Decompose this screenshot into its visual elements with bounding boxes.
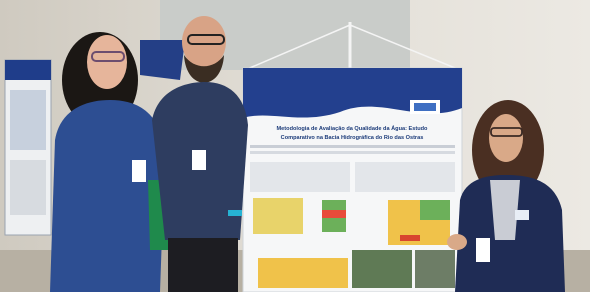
jacket	[50, 100, 165, 292]
color-cell	[420, 200, 450, 220]
table	[253, 198, 303, 234]
logo-mark	[414, 103, 436, 111]
badge	[192, 150, 206, 170]
wristband	[228, 210, 242, 216]
badge	[132, 160, 146, 182]
body: Metodologia de Avaliação da Qualidade da…	[0, 0, 590, 292]
map-image	[352, 250, 412, 288]
pin	[515, 210, 529, 220]
color-table	[258, 258, 348, 288]
photo: Metodologia de Avaliação da Qualidade da…	[0, 0, 590, 292]
left-poster-block	[10, 160, 46, 215]
text-block	[355, 162, 455, 192]
face	[489, 114, 523, 162]
badge	[476, 238, 490, 262]
color-cell	[400, 235, 420, 241]
banner-edge	[140, 40, 185, 80]
authors-line	[250, 151, 455, 154]
poster-title: Comparativo na Bacia Hidrográfica do Rio…	[281, 135, 424, 141]
map-image	[415, 250, 455, 288]
trousers	[168, 238, 238, 292]
page: Poster photo {"poster": {"title_lines": …	[0, 0, 590, 292]
left-poster-header	[5, 60, 51, 80]
authors-line	[250, 145, 455, 148]
left-poster-block	[10, 90, 46, 150]
poster-title: Metodologia de Avaliação da Qualidade da…	[277, 125, 429, 132]
color-row	[322, 210, 346, 218]
hands	[447, 234, 467, 250]
text-block	[250, 162, 350, 192]
